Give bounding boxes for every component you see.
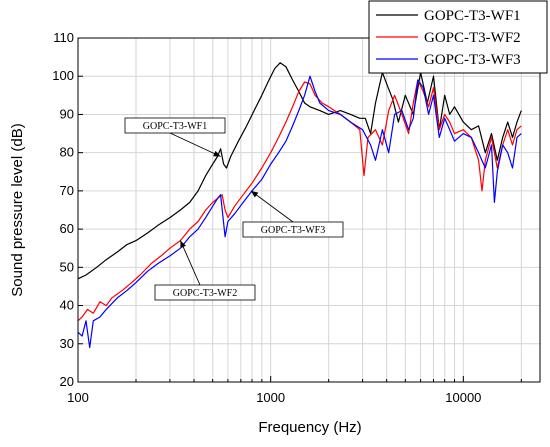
annotation-arrow-head (180, 240, 186, 249)
x-tick-label: 100 (67, 390, 89, 405)
annotation-label: GOPC-T3-WF3 (261, 225, 325, 236)
annotation-label: GOPC-T3-WF2 (173, 288, 237, 299)
y-tick-label: 70 (60, 183, 74, 198)
axis-ticks: 20 30 40 50 60 70 80 90 100 110 100 1000 10000 (52, 30, 522, 405)
annotation-label: GOPC-T3-WF1 (143, 121, 207, 132)
y-tick-label: 80 (60, 145, 74, 160)
y-tick-label: 60 (60, 221, 74, 236)
series-line-1 (77, 62, 522, 280)
y-tick-label: 50 (60, 259, 74, 274)
annotation-box (154, 284, 256, 301)
legend-label-3: GOPC-T3-WF3 (424, 52, 521, 68)
legend-label-1: GOPC-T3-WF1 (424, 8, 521, 24)
grid-lines (77, 37, 540, 383)
x-axis-title: Frequency (Hz) (258, 419, 361, 436)
x-tick-label: 1000 (256, 390, 285, 405)
annotations: GOPC-T3-WF1 GOPC-T3-WF3 GOPC-T3-WF2 (124, 117, 344, 301)
legend: GOPC-T3-WF1 GOPC-T3-WF2 GOPC-T3-WF3 (368, 0, 548, 74)
y-tick-label: 90 (60, 106, 74, 121)
data-series (77, 62, 522, 349)
annotation-arrow-head (250, 190, 259, 198)
x-tick-label: 10000 (445, 390, 481, 405)
y-tick-label: 20 (60, 374, 74, 389)
legend-label-2: GOPC-T3-WF2 (424, 30, 521, 46)
series-line-3 (77, 75, 522, 349)
y-tick-label: 30 (60, 336, 74, 351)
plot-frame (77, 37, 541, 383)
annotation-arrow-head (213, 150, 221, 157)
y-tick-label: 100 (52, 68, 74, 83)
annotation-arrow-line (169, 132, 221, 157)
annotation-box (124, 117, 226, 134)
y-tick-label: 110 (53, 30, 74, 45)
y-axis-title: Sound pressure level (dB) (9, 123, 26, 296)
annotation-arrow-line (250, 190, 294, 223)
y-tick-label: 40 (60, 298, 74, 313)
annotation-arrow-line (179, 240, 201, 286)
